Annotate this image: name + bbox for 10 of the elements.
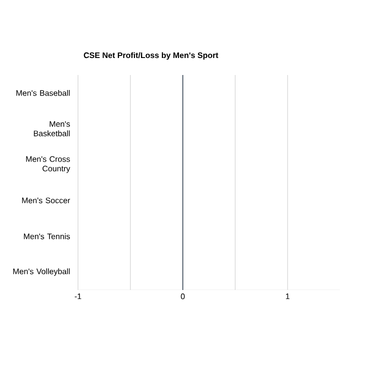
y-tick-label: Men's Volleyball: [13, 268, 70, 276]
x-tick-label: -1: [74, 294, 82, 300]
y-tick-label: Men's Cross Country: [26, 156, 70, 173]
y-tick-label: Men's Baseball: [16, 90, 70, 96]
x-tick-label: 0: [180, 294, 185, 300]
y-tick-label: Men's Basketball: [34, 121, 70, 136]
chart-title: CSE Net Profit/Loss by Men's Sport: [84, 52, 218, 60]
y-tick-label: Men's Tennis: [24, 233, 70, 240]
y-tick-label: Men's Soccer: [22, 198, 70, 204]
x-tick-label: 1: [286, 294, 290, 300]
